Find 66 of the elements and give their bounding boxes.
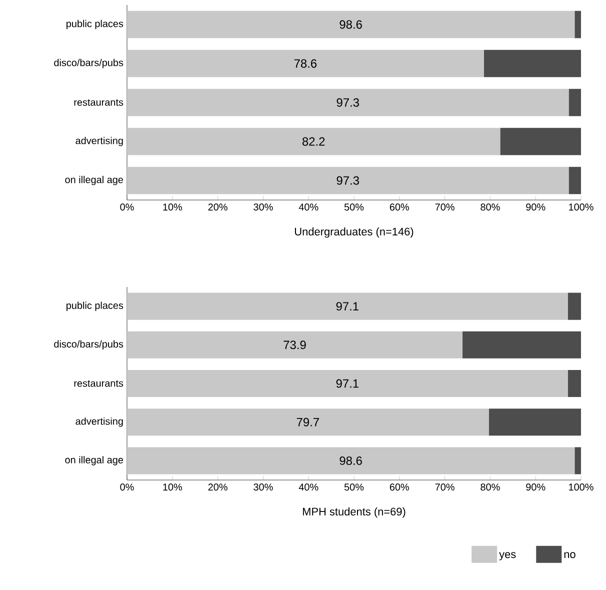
y-tick-label: restaurants bbox=[74, 99, 124, 106]
y-tick-label: advertising bbox=[76, 417, 123, 427]
x-tick-label: 0% bbox=[120, 204, 134, 211]
bar bbox=[484, 50, 582, 78]
y-tick-label: advertising bbox=[76, 136, 123, 146]
y-tick-label: public places bbox=[66, 302, 124, 311]
bar bbox=[127, 408, 489, 436]
bar bbox=[568, 370, 582, 398]
y-tick-label: disco/bars/pubs bbox=[54, 58, 124, 68]
bar bbox=[462, 331, 582, 358]
bar bbox=[574, 10, 582, 38]
data-label: 82.2 bbox=[302, 137, 325, 146]
x-tick-label: 40% bbox=[298, 484, 318, 491]
x-tick-label: 10% bbox=[163, 484, 182, 491]
x-tick-label: 20% bbox=[208, 484, 228, 491]
x-tick-label: 60% bbox=[390, 204, 410, 211]
x-tick-label: 50% bbox=[344, 204, 364, 211]
bar bbox=[127, 166, 569, 194]
x-tick-label: 10% bbox=[163, 204, 182, 211]
data-label: 78.6 bbox=[294, 59, 317, 68]
x-tick-label: 90% bbox=[526, 204, 546, 211]
x-tick-label: 70% bbox=[435, 204, 454, 211]
data-label: 98.6 bbox=[340, 456, 362, 465]
legend-label: yes bbox=[499, 552, 516, 560]
x-axis-title: Undergraduates (n=146) bbox=[294, 227, 414, 238]
bar bbox=[127, 50, 484, 78]
x-tick-label: 70% bbox=[435, 484, 454, 491]
x-tick-label: 80% bbox=[480, 204, 500, 211]
x-tick-label: 60% bbox=[390, 484, 410, 491]
y-tick-label: public places bbox=[66, 20, 124, 30]
bar bbox=[127, 128, 500, 156]
bar bbox=[127, 331, 463, 358]
x-tick-label: 30% bbox=[254, 204, 273, 211]
bar bbox=[488, 408, 582, 436]
bar bbox=[568, 292, 582, 320]
data-label: 97.3 bbox=[336, 176, 359, 185]
data-label: 97.1 bbox=[336, 379, 358, 388]
bar bbox=[574, 447, 582, 474]
x-tick-label: 100% bbox=[569, 204, 594, 211]
x-tick-label: 40% bbox=[298, 204, 318, 211]
x-tick-label: 80% bbox=[480, 484, 500, 491]
x-tick-label: 100% bbox=[569, 484, 594, 491]
bar bbox=[127, 447, 575, 474]
data-label: 98.6 bbox=[340, 20, 362, 29]
x-tick-label: 50% bbox=[344, 484, 364, 491]
x-axis-title: MPH students (n=69) bbox=[302, 507, 406, 518]
x-tick-label: 0% bbox=[120, 484, 134, 491]
x-tick-label: 30% bbox=[254, 484, 273, 491]
bar bbox=[568, 166, 582, 194]
legend-label: no bbox=[564, 552, 576, 558]
data-label: 73.9 bbox=[284, 340, 306, 350]
data-label: 79.7 bbox=[296, 418, 319, 426]
bar bbox=[127, 370, 568, 398]
bar bbox=[500, 128, 582, 156]
bar bbox=[568, 88, 582, 116]
y-tick-label: on illegal age bbox=[65, 456, 124, 466]
bar bbox=[127, 88, 569, 116]
data-label: 97.3 bbox=[336, 98, 359, 107]
x-tick-label: 20% bbox=[208, 204, 228, 211]
y-tick-label: disco/bars/pubs bbox=[54, 340, 124, 350]
bar bbox=[127, 10, 575, 38]
y-tick-label: on illegal age bbox=[65, 176, 124, 186]
bar bbox=[127, 292, 568, 320]
data-label: 97.1 bbox=[336, 302, 358, 311]
x-tick-label: 90% bbox=[526, 484, 546, 491]
y-tick-label: restaurants bbox=[74, 380, 124, 387]
